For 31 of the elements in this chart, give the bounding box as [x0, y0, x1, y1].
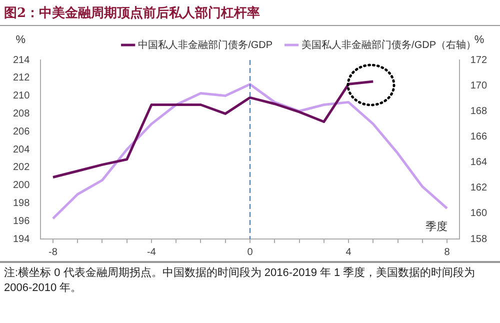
y-tick-label: 208 — [12, 108, 30, 120]
y2-axis-title: % — [474, 34, 484, 46]
y2-tick-label: 170 — [470, 80, 488, 92]
y2-tick-label: 158 — [470, 234, 488, 245]
y-tick-label: 202 — [12, 162, 30, 174]
x-tick-label: 0 — [247, 246, 254, 258]
y2-tick-label: 172 — [470, 54, 488, 66]
y2-tick-label: 160 — [470, 208, 488, 220]
y-tick-label: 204 — [12, 144, 30, 156]
legend-label: 中国私人非金融部门债务/GDP — [138, 38, 273, 51]
y-tick-label: 200 — [12, 180, 30, 192]
y2-tick-label: 162 — [470, 182, 488, 194]
x-tick-label: -4 — [147, 246, 156, 258]
x-tick-label: 8 — [444, 246, 450, 258]
text: 注:横坐标 0 代表金融周期拐点。中国数据的时间段为 2016-2019 年 1 季度，美国数据的时间段为 2006-2010 年。 — [4, 266, 476, 296]
y-tick-label: 194 — [12, 234, 30, 245]
y2-tick-label: 168 — [470, 106, 488, 117]
y-tick-label: 212 — [12, 72, 30, 84]
y-tick-label: 206 — [12, 126, 30, 138]
y2-tick-label: 164 — [470, 157, 488, 168]
chart-title: 图2：中美金融周期顶点前后私人部门杠杆率 — [0, 0, 500, 26]
y2-tick-label: 166 — [470, 131, 488, 142]
legend-label: 美国私人非金融部门债务/GDP（右轴） — [302, 38, 476, 51]
y-tick-label: 210 — [12, 90, 30, 102]
x-tick-label: -8 — [48, 246, 58, 258]
y-tick-label: 196 — [12, 216, 30, 227]
x-axis-title: 季度 — [425, 220, 448, 234]
y-tick-label: 198 — [12, 198, 30, 209]
y-tick-label: 214 — [12, 54, 30, 66]
x-tick-label: 4 — [346, 246, 352, 258]
y-axis-title: % — [16, 34, 26, 46]
